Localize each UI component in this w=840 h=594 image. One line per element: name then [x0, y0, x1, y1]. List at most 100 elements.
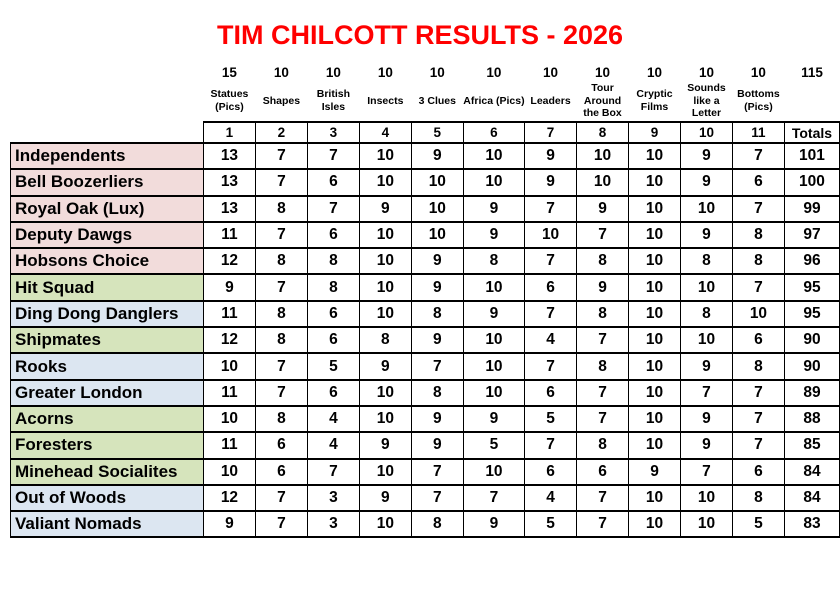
- max-points-cell: 10: [698, 64, 714, 80]
- max-points-cell: 10: [325, 64, 341, 80]
- score-cell: 13: [202, 168, 256, 197]
- score-cell: 6: [306, 326, 360, 355]
- team-total-cell: 100: [783, 168, 840, 197]
- score-cell: 10: [628, 378, 681, 407]
- max-points-cell: 10: [646, 64, 663, 80]
- score-cell: 7: [254, 141, 308, 171]
- score-cell: 8: [731, 247, 785, 276]
- team-total-cell: 90: [783, 352, 840, 381]
- score-cell: 4: [306, 404, 360, 434]
- score-cell: 7: [410, 457, 464, 486]
- category-cell: Insects: [367, 94, 404, 107]
- score-cell: 9: [628, 457, 681, 486]
- max-points-cell: 10: [273, 64, 289, 80]
- score-cell: 7: [576, 510, 630, 539]
- score-cell: 10: [462, 378, 526, 407]
- score-cell: 5: [524, 510, 578, 539]
- team-total-cell: 88: [783, 404, 840, 434]
- score-cell: 5: [524, 404, 578, 434]
- team-total-cell: 83: [783, 510, 840, 539]
- page-title: TIM CHILCOTT RESULTS - 2026: [216, 20, 624, 50]
- max-points-cell: 10: [595, 64, 611, 80]
- teams-body: Independents 13 7 7 10 9 10 9 10 10 9 7 101 Bell Booz…: [10, 141, 840, 539]
- score-cell: 7: [524, 352, 578, 381]
- score-cell: 7: [254, 168, 308, 197]
- totals-header-cell: Totals: [783, 121, 840, 144]
- score-cell: 3: [306, 483, 360, 513]
- score-cell: 4: [524, 483, 578, 513]
- score-cell: 7: [576, 220, 630, 250]
- score-cell: 7: [524, 194, 578, 223]
- score-cell: 10: [462, 273, 526, 302]
- round-number-cell: 4: [358, 121, 412, 144]
- score-cell: 6: [254, 431, 308, 460]
- team-name-cell: Shipmates: [10, 326, 204, 355]
- round-number-cell: 5: [410, 121, 464, 144]
- score-cell: 9: [410, 247, 464, 276]
- score-cell: 10: [202, 457, 256, 486]
- score-cell: 10: [628, 404, 681, 434]
- score-cell: 7: [576, 483, 630, 513]
- score-cell: 10: [358, 247, 412, 276]
- score-cell: 7: [679, 457, 733, 486]
- score-cell: 9: [358, 483, 412, 513]
- team-row: Minehead Socialites 10 6 7 10 7 10 6 6 9 7 6 84: [10, 457, 840, 486]
- score-cell: 10: [462, 352, 526, 381]
- score-cell: 9: [410, 431, 464, 460]
- score-cell: 7: [254, 483, 308, 513]
- score-cell: 9: [679, 352, 733, 381]
- score-cell: 10: [679, 273, 733, 302]
- score-cell: 5: [731, 510, 785, 539]
- category-cell: Statues (Pics): [210, 88, 249, 113]
- team-name-cell: Royal Oak (Lux): [10, 194, 204, 223]
- score-cell: 5: [306, 352, 360, 381]
- score-cell: 10: [731, 299, 785, 329]
- score-cell: 7: [731, 141, 785, 171]
- team-row: Bell Boozerliers 13 7 6 10 10 10 9 10 10 9 6 100: [10, 168, 840, 197]
- score-cell: 10: [524, 220, 578, 250]
- score-cell: 9: [679, 431, 733, 460]
- score-cell: 6: [524, 273, 578, 302]
- category-cell: Leaders: [530, 94, 571, 107]
- score-cell: 8: [679, 247, 733, 276]
- round-number-cell: 8: [576, 121, 630, 144]
- team-row: Valiant Nomads 9 7 3 10 8 9 5 7 10 10 5 83: [10, 510, 840, 539]
- score-cell: 8: [576, 299, 630, 329]
- score-cell: 10: [628, 194, 681, 223]
- score-cell: 7: [576, 404, 630, 434]
- score-cell: 10: [358, 299, 412, 329]
- score-cell: 5: [462, 431, 526, 460]
- page: TIM CHILCOTT RESULTS - 2026 15 10 10 10 10 10…: [10, 20, 840, 539]
- score-cell: 7: [524, 247, 578, 276]
- score-cell: 10: [576, 168, 630, 197]
- score-cell: 6: [576, 457, 630, 486]
- score-cell: 8: [576, 431, 630, 460]
- team-name-cell: Hit Squad: [10, 273, 204, 302]
- score-cell: 11: [202, 299, 256, 329]
- score-cell: 10: [358, 404, 412, 434]
- max-points-cell: 10: [543, 64, 559, 80]
- results-table: 15 10 10 10 10 10 10 10 10 10 10 115 Statues (Pics) S…: [10, 56, 840, 539]
- score-cell: 10: [358, 378, 412, 407]
- score-cell: 10: [358, 457, 412, 486]
- table-header: 15 10 10 10 10 10 10 10 10 10 10 115 Statues (Pics) S…: [10, 56, 840, 144]
- score-cell: 7: [524, 431, 578, 460]
- score-cell: 7: [254, 510, 308, 539]
- score-cell: 8: [254, 404, 308, 434]
- score-cell: 10: [358, 510, 412, 539]
- score-cell: 10: [628, 510, 681, 539]
- score-cell: 9: [202, 273, 256, 302]
- category-cell: 3 Clues: [418, 94, 456, 107]
- score-cell: 9: [679, 404, 733, 434]
- score-cell: 4: [524, 326, 578, 355]
- score-cell: 8: [576, 247, 630, 276]
- score-cell: 4: [306, 431, 360, 460]
- score-cell: 10: [462, 326, 526, 355]
- score-cell: 10: [628, 247, 681, 276]
- score-cell: 11: [202, 220, 256, 250]
- score-cell: 8: [306, 273, 360, 302]
- max-points-cell: 15: [221, 64, 237, 80]
- score-cell: 8: [410, 378, 464, 407]
- score-cell: 12: [202, 483, 256, 513]
- team-total-cell: 84: [783, 483, 840, 513]
